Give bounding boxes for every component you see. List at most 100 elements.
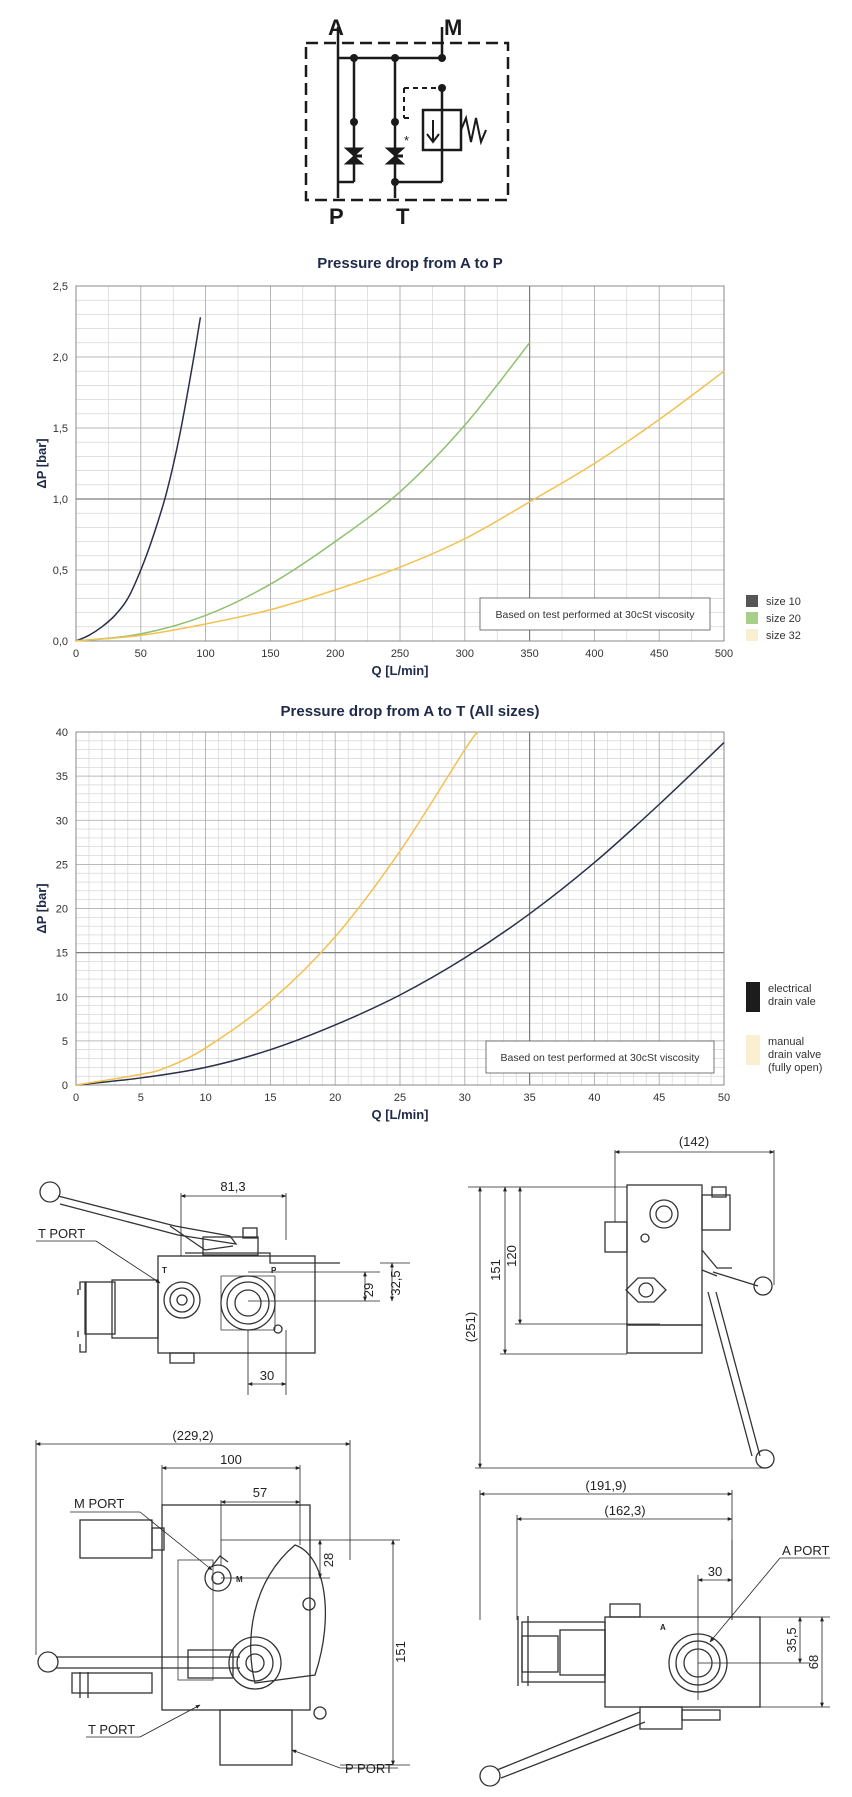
ap-series-line-size-10 (75, 317, 202, 642)
at-legend-label: drain valve (768, 1049, 821, 1061)
chart-pressure-a-to-t: 0 5 10 15 20 25 30 35 40 45 50 0 5 10 15 20 25 30 35 40 Pres… (34, 703, 822, 1122)
ap-plot-frame (75, 285, 725, 642)
dim-top-57: 57 (253, 1485, 267, 1500)
dim-rear-68: 68 (806, 1655, 821, 1669)
front-p-mark: P (271, 1266, 277, 1275)
dim-side-251: (251) (463, 1312, 478, 1342)
ap-x-tick-label: 450 (650, 648, 668, 660)
at-legend-label: manual (768, 1036, 804, 1048)
ap-legend-swatch (746, 612, 758, 624)
ap-y-tick-label: 2,0 (53, 352, 68, 364)
chart-pressure-a-to-p: 0 50 100 150 200 250 300 350 400 450 500 0,0 0,5 1,0 1… (34, 255, 801, 678)
front-view-dims (36, 1193, 410, 1395)
ap-x-tick-label: 100 (196, 648, 214, 660)
front-t-port-label: T PORT (38, 1226, 85, 1241)
at-legend-label: electrical (768, 983, 811, 995)
at-x-tick-label: 15 (264, 1092, 276, 1104)
ap-y-tick-label: 1,0 (53, 494, 68, 506)
ap-y-tick-label: 0,5 (53, 565, 68, 577)
dim-front-30: 30 (260, 1368, 274, 1383)
dim-rear-191: (191,9) (585, 1478, 626, 1493)
top-m-mark: M (236, 1575, 243, 1584)
at-plot-frame (75, 731, 725, 1086)
dim-rear-162: (162,3) (604, 1503, 645, 1518)
at-y-tick-label: 40 (56, 727, 68, 739)
at-legend-swatch (746, 1035, 760, 1065)
at-x-tick-label: 45 (653, 1092, 665, 1104)
top-view-dims (35, 1440, 410, 1769)
ap-chart-title: Pressure drop from A to P (317, 255, 503, 272)
dim-top-229: (229,2) (172, 1428, 213, 1443)
ap-y-tick-label: 2,5 (53, 281, 68, 293)
at-y-tick-label: 25 (56, 859, 68, 871)
at-series-line-electrical-drain-vale (75, 742, 725, 1086)
top-m-port-label: M PORT (74, 1496, 124, 1511)
ap-annotation-text: Based on test performed at 30cSt viscosi… (495, 609, 695, 621)
ap-x-tick-label: 50 (135, 648, 147, 660)
ap-x-tick-label: 150 (261, 648, 279, 660)
port-a-label: A (328, 15, 344, 40)
at-x-tick-label: 30 (459, 1092, 471, 1104)
at-y-tick-label: 15 (56, 948, 68, 960)
at-x-tick-label: 50 (718, 1092, 730, 1104)
drawing-front-view (39, 1181, 340, 1364)
at-x-tick-label: 25 (394, 1092, 406, 1104)
rear-a-port-label: A PORT (782, 1543, 830, 1558)
front-t-mark: T (162, 1266, 167, 1275)
dim-top-151: 151 (393, 1641, 408, 1663)
at-annotation-text: Based on test performed at 30cSt viscosi… (500, 1052, 700, 1064)
drawing-rear-view (479, 1603, 761, 1787)
ap-legend-swatch (746, 629, 758, 641)
ap-series-line-size-20 (75, 342, 531, 642)
ap-x-tick-label: 400 (585, 648, 603, 660)
at-x-tick-label: 0 (73, 1092, 79, 1104)
at-x-tick-label: 5 (138, 1092, 144, 1104)
dim-front-32-5: 32,5 (388, 1270, 403, 1295)
port-m-label: M (444, 15, 462, 40)
at-y-tick-label: 30 (56, 815, 68, 827)
dim-front-29: 29 (361, 1283, 376, 1297)
at-y-tick-label: 35 (56, 771, 68, 783)
at-x-tick-label: 40 (588, 1092, 600, 1104)
ap-y-axis-label: ΔP [bar] (34, 438, 49, 488)
at-chart-title: Pressure drop from A to T (All sizes) (281, 703, 540, 720)
rear-a-mark: A (660, 1623, 666, 1632)
port-t-label: T (396, 204, 410, 229)
ap-legend-swatch (746, 595, 758, 607)
ap-y-tick-label: 0,0 (53, 636, 68, 648)
ap-legend-label: size 20 (766, 613, 801, 625)
ap-x-tick-label: 500 (715, 648, 733, 660)
at-y-axis-label: ΔP [bar] (34, 883, 49, 933)
at-x-tick-label: 20 (329, 1092, 341, 1104)
at-y-tick-label: 20 (56, 904, 68, 916)
at-legend-label: (fully open) (768, 1062, 822, 1074)
ap-x-tick-label: 250 (391, 648, 409, 660)
dim-top-100: 100 (220, 1452, 242, 1467)
at-legend-label: drain vale (768, 996, 816, 1008)
at-y-tick-label: 10 (56, 992, 68, 1004)
at-y-tick-label: 5 (62, 1036, 68, 1048)
dim-side-142: (142) (679, 1134, 709, 1149)
asterisk-note: * (404, 133, 409, 148)
ap-x-tick-label: 200 (326, 648, 344, 660)
at-series-line-manual-drain-valve-fully-open- (75, 731, 479, 1086)
dim-rear-35-5: 35,5 (784, 1627, 799, 1652)
at-legend-swatch (746, 982, 760, 1012)
side-view-dims (468, 1150, 775, 1469)
dim-side-120: 120 (504, 1245, 519, 1267)
ap-x-tick-label: 0 (73, 648, 79, 660)
ap-legend-label: size 10 (766, 596, 801, 608)
ap-annotation-box (479, 597, 711, 631)
at-x-tick-label: 10 (199, 1092, 211, 1104)
ap-y-tick-label: 1,5 (53, 423, 68, 435)
ap-x-tick-label: 350 (520, 648, 538, 660)
dim-rear-30: 30 (708, 1564, 722, 1579)
dim-side-151: 151 (488, 1259, 503, 1281)
dim-front-width: 81,3 (220, 1179, 245, 1194)
drawing-top-view (37, 1504, 327, 1766)
top-p-port-label: P PORT (345, 1761, 393, 1776)
at-y-tick-label: 0 (62, 1080, 68, 1092)
drawing-side-view (604, 1184, 775, 1469)
dim-top-28: 28 (321, 1553, 336, 1567)
